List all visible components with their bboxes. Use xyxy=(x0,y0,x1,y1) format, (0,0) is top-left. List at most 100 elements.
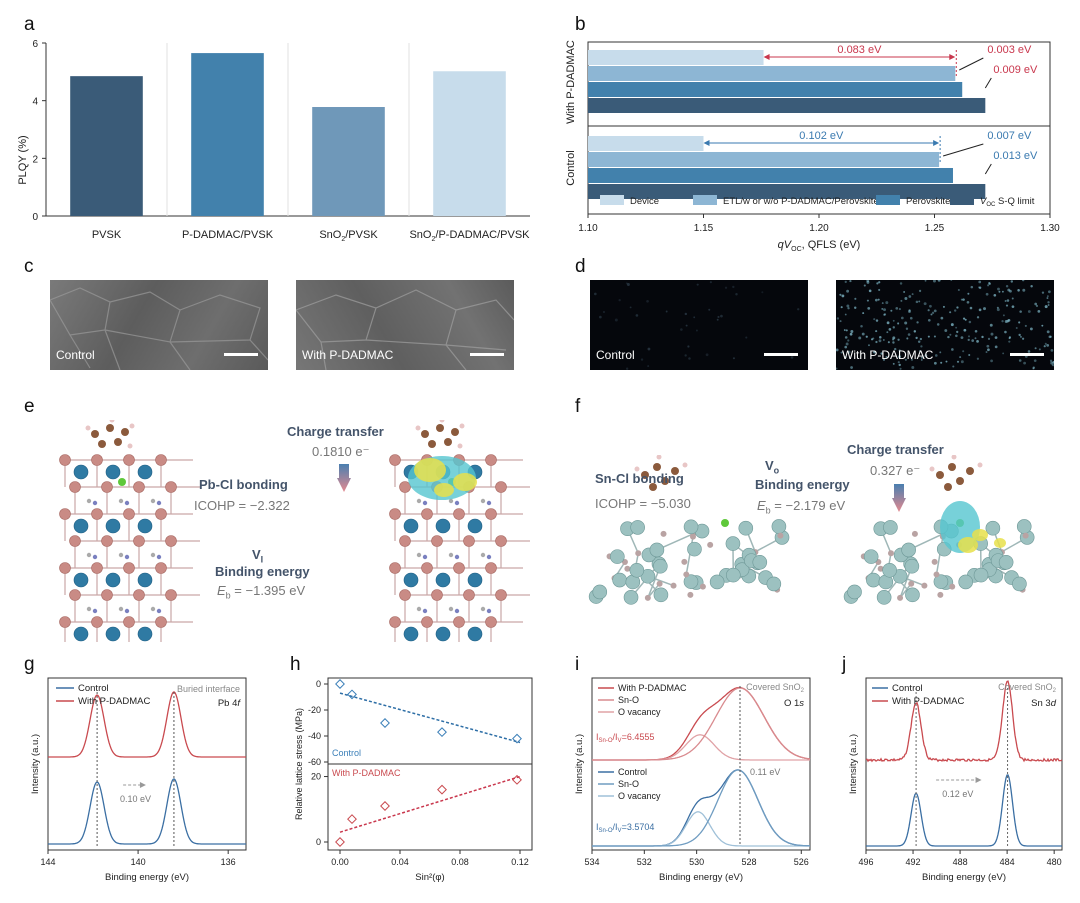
pb-atom xyxy=(467,572,483,588)
map-with-label: With P-DADMAC xyxy=(842,348,934,362)
sn-atom xyxy=(866,572,881,588)
signal-dot xyxy=(745,336,748,339)
sn-atom xyxy=(863,549,879,564)
carbon-atom xyxy=(641,471,649,479)
sn-atom xyxy=(933,574,949,589)
signal-dot xyxy=(1004,330,1007,334)
signal-dot xyxy=(917,340,921,344)
h-ylabel: Relative lattice stress (MPa) xyxy=(294,708,304,820)
b-pointer xyxy=(959,57,984,71)
signal-dot xyxy=(976,339,979,343)
i-with-sno xyxy=(592,687,811,761)
carbon-atom xyxy=(661,477,669,485)
e-charge-transfer: Charge transfer xyxy=(287,424,384,439)
signal-dot xyxy=(955,334,958,338)
signal-dot xyxy=(640,358,644,361)
signal-dot xyxy=(1006,319,1010,323)
o-atom xyxy=(897,594,904,601)
signal-dot xyxy=(932,280,936,283)
b-xtick-label: 1.25 xyxy=(925,223,945,234)
signal-dot xyxy=(987,284,990,287)
a-bar-1 xyxy=(191,53,264,216)
signal-dot xyxy=(1052,361,1054,364)
signal-dot xyxy=(915,336,918,340)
organic-atom xyxy=(416,606,422,612)
cl-atom xyxy=(721,519,729,527)
b-legend-swatch xyxy=(950,195,974,205)
signal-dot xyxy=(983,307,986,311)
signal-dot xyxy=(890,309,893,312)
signal-dot xyxy=(916,321,919,324)
a-category-label: PVSK xyxy=(92,229,122,241)
h-with-label: With P-DADMAC xyxy=(332,768,401,778)
n-atom xyxy=(422,554,428,560)
b-pointer xyxy=(942,143,984,157)
signal-dot xyxy=(1046,343,1050,347)
signal-dot xyxy=(599,315,602,319)
signal-dot xyxy=(854,297,857,300)
i-top-legend-label: With P-DADMAC xyxy=(618,683,687,693)
sem-with-label: With P-DADMAC xyxy=(302,348,394,362)
signal-dot xyxy=(960,360,964,364)
sem-control: Control xyxy=(50,280,268,370)
halide-atom xyxy=(123,562,135,574)
carbon-atom xyxy=(91,430,99,438)
signal-dot xyxy=(906,337,909,340)
sn-atom xyxy=(649,542,665,558)
n-atom xyxy=(124,608,130,614)
j-shift-arrowhead xyxy=(975,777,982,783)
signal-dot xyxy=(1006,299,1010,302)
signal-dot xyxy=(680,328,683,331)
signal-dot xyxy=(1005,284,1009,288)
signal-dot xyxy=(687,345,690,348)
pb-atom xyxy=(105,464,121,480)
b-group-label: With P-DADMAC xyxy=(565,40,577,124)
signal-dot xyxy=(602,310,606,314)
signal-dot xyxy=(1034,302,1038,306)
signal-dot xyxy=(940,316,944,320)
halide-atom xyxy=(59,616,71,628)
o-atom xyxy=(683,571,690,578)
signal-dot xyxy=(1018,333,1021,337)
signal-dot xyxy=(1044,342,1047,345)
hydrogen-atom xyxy=(656,455,662,460)
n-atom xyxy=(124,554,130,560)
signal-dot xyxy=(1011,297,1014,300)
signal-dot xyxy=(959,356,962,359)
b-legend-swatch xyxy=(600,195,624,205)
bond xyxy=(647,583,661,599)
signal-dot xyxy=(843,329,846,331)
panel-letter-h: h xyxy=(290,654,301,675)
signal-dot xyxy=(966,300,970,304)
organic-atom xyxy=(150,606,156,612)
signal-dot xyxy=(873,350,876,354)
signal-dot xyxy=(875,340,878,344)
signal-dot xyxy=(844,345,848,349)
carbon-atom xyxy=(936,471,944,479)
signal-dot xyxy=(732,285,735,289)
sem-with-pdadmac: With P-DADMAC xyxy=(296,280,514,370)
signal-dot xyxy=(908,295,912,298)
signal-dot xyxy=(904,358,907,361)
a-category-label: SnO2/PVSK xyxy=(319,229,378,243)
pb-atom xyxy=(435,626,451,642)
halide-atom xyxy=(495,481,507,493)
signal-dot xyxy=(927,309,930,312)
hydrogen-atom xyxy=(439,420,445,423)
signal-dot xyxy=(1018,321,1021,324)
n-atom xyxy=(156,554,162,560)
halide-atom xyxy=(165,535,177,547)
chart-b: 1.10 1.15 1.20 1.25 1.30 qVOC, QFLS (eV) With … xyxy=(565,40,1060,252)
b-bar-0-3 xyxy=(588,98,986,113)
organic-atom xyxy=(150,552,156,558)
signal-dot xyxy=(919,337,923,341)
signal-dot xyxy=(1043,345,1046,348)
signal-dot xyxy=(625,367,629,370)
e-eb-value: = −1.395 eV xyxy=(230,583,306,598)
signal-dot xyxy=(904,321,908,325)
sn-atom xyxy=(630,520,645,535)
o-atom xyxy=(908,580,915,587)
sn-atom xyxy=(985,520,1001,536)
signal-dot xyxy=(1021,280,1025,282)
signal-dot xyxy=(839,293,842,296)
